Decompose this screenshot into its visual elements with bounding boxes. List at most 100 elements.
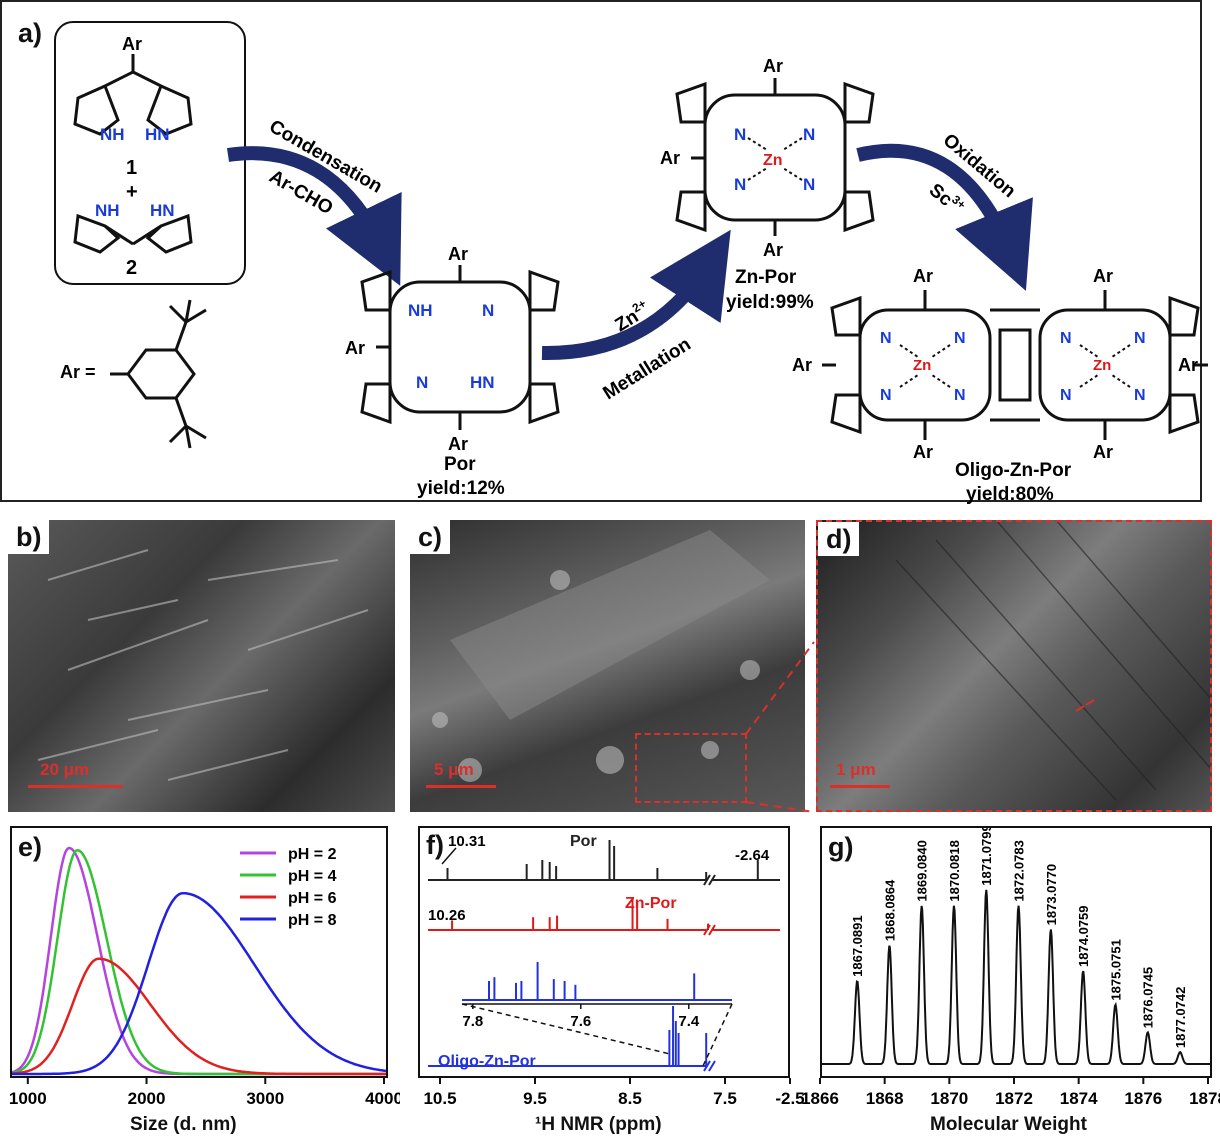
scale-bar-b: [28, 785, 123, 788]
scale-label-d: 1 μm: [836, 760, 876, 779]
x-tick-label: 9.5: [523, 1089, 547, 1108]
x-tick-label: 2000: [128, 1089, 166, 1108]
ar-label: Ar: [913, 442, 933, 462]
por-structure: [360, 265, 560, 430]
ar-label: Ar: [913, 266, 933, 286]
x-ticks-g: 1866 1868 1870 1872 1874 1876 1878: [801, 1078, 1220, 1108]
axis-break: [703, 1060, 716, 1072]
panel-a-scheme: [0, 0, 1202, 502]
ar-label: Ar: [763, 56, 783, 76]
x-tick-label: 1876: [1124, 1089, 1162, 1108]
n-label: N: [880, 387, 892, 404]
ar-label: Ar: [660, 148, 680, 168]
panel-label-b: b): [8, 520, 50, 554]
dipyrromethane-2: [73, 213, 193, 254]
x-axis-title-e: Size (d. nm): [130, 1114, 237, 1135]
nh-label: NH: [100, 125, 125, 144]
zn-por-name: Zn-Por: [735, 267, 797, 288]
scale-bar-d: [830, 785, 890, 788]
x-tick-label: -2.5: [775, 1089, 804, 1108]
scale-label-c: 5 μm: [434, 760, 474, 779]
panel-label-c: c): [410, 520, 451, 554]
ar-label: Ar: [763, 240, 783, 260]
scale-bar-c: [426, 785, 496, 788]
x-tick-label: 1870: [930, 1089, 968, 1108]
n-label: N: [803, 175, 815, 194]
peak-label: 1867.0891: [850, 915, 865, 976]
peak-label: 1870.0818: [947, 840, 962, 901]
zoom-connector-lines: [745, 641, 815, 813]
por-name: Por: [444, 454, 476, 475]
x-tick-label: 1866: [801, 1089, 839, 1108]
mass-spectrum-chart: 1867.0891 1868.0864 1869.0840 1870.0818 1871…: [822, 828, 1210, 1065]
peak-label: 1876.0745: [1141, 967, 1156, 1028]
aryl-group: [110, 299, 207, 449]
zn-label: Zn: [763, 152, 783, 169]
zoom-region-box: [635, 733, 747, 803]
ar-definition: Ar =: [60, 362, 96, 382]
x-tick-label: 1872: [995, 1089, 1033, 1108]
ar-label: Ar: [345, 338, 365, 358]
peak-label: 1871.0799: [979, 828, 994, 886]
ar-label: Ar: [1093, 266, 1113, 286]
n-label: N: [1060, 387, 1072, 404]
n-label: N: [1060, 330, 1072, 347]
nh-label: NH: [408, 301, 433, 320]
compound-1-label: 1: [126, 157, 137, 179]
x-tick-label: 1868: [866, 1089, 904, 1108]
zn-label: Zn: [1093, 357, 1111, 374]
ar-label: Ar: [448, 434, 468, 454]
x-tick-label: 1874: [1060, 1089, 1098, 1108]
axis-break: [703, 924, 716, 936]
x-ticks-e: 1000 2000 3000 4000: [9, 1078, 400, 1108]
x-ticks-f: 10.5 9.5 8.5 7.5 -2.5: [423, 1078, 805, 1108]
n-label: N: [1134, 387, 1146, 404]
scale-label-b: 20 μm: [40, 760, 90, 779]
n-label: N: [734, 175, 746, 194]
x-tick-label: 4000: [365, 1089, 400, 1108]
nh-label: NH: [95, 201, 120, 220]
peak-label: 1869.0840: [915, 840, 930, 901]
x-axis-title-g: Molecular Weight: [930, 1114, 1087, 1135]
peak-label: 1877.0742: [1173, 987, 1188, 1048]
compound-2-label: 2: [126, 257, 137, 279]
plot-f-frame: Por Zn-Por Oligo-Zn-Por 10.31 -2.64 10.26 7.8 7…: [418, 826, 790, 1078]
n-label: N: [482, 301, 494, 320]
metallation-arrow: [541, 229, 731, 361]
plot-g-frame: 1867.0891 1868.0864 1869.0840 1870.0818 1871…: [820, 826, 1212, 1078]
series-line-3: [12, 957, 386, 1076]
x-tick-label: 1000: [9, 1089, 47, 1108]
legend-label: pH = 6: [288, 890, 337, 907]
x-tick-label: 7.5: [713, 1089, 737, 1108]
peak-label: 1874.0759: [1076, 905, 1091, 966]
legend-e: pH = 2 pH = 4 pH = 6 pH = 8: [240, 846, 337, 929]
peak-annotation: -2.64: [735, 847, 770, 864]
inset-tick-label: 7.6: [570, 1013, 591, 1030]
panel-label-g: g): [828, 832, 854, 862]
x-tick-label: 8.5: [618, 1089, 642, 1108]
panel-label-a: a): [18, 18, 43, 48]
panel-label-f: f): [426, 830, 444, 860]
panel-label-d: d): [818, 522, 860, 556]
plot-e-frame: [10, 826, 388, 1078]
peak-annotation: 10.31: [448, 833, 486, 850]
n-label: N: [734, 125, 746, 144]
axis-break: [703, 874, 716, 886]
sem-image-b: [8, 520, 395, 812]
zn-por-yield: yield:99%: [726, 292, 814, 313]
hn-label: HN: [145, 125, 170, 144]
legend-label: pH = 4: [288, 868, 337, 885]
peak-label: 1875.0751: [1108, 939, 1123, 1000]
sem-image-d: [816, 520, 1212, 812]
inset-tick-label: 7.4: [678, 1013, 700, 1030]
peak-label: 1872.0783: [1012, 840, 1027, 901]
hn-label: HN: [470, 373, 495, 392]
por-yield: yield:12%: [417, 478, 505, 499]
x-tick-label: 3000: [246, 1089, 284, 1108]
series-label: Por: [570, 833, 597, 850]
ar-label: Ar: [1178, 355, 1198, 375]
inset-connector: [461, 1003, 671, 1055]
n-label: N: [803, 125, 815, 144]
x-tick-label: 10.5: [423, 1089, 456, 1108]
ar-label: Ar: [1093, 442, 1113, 462]
